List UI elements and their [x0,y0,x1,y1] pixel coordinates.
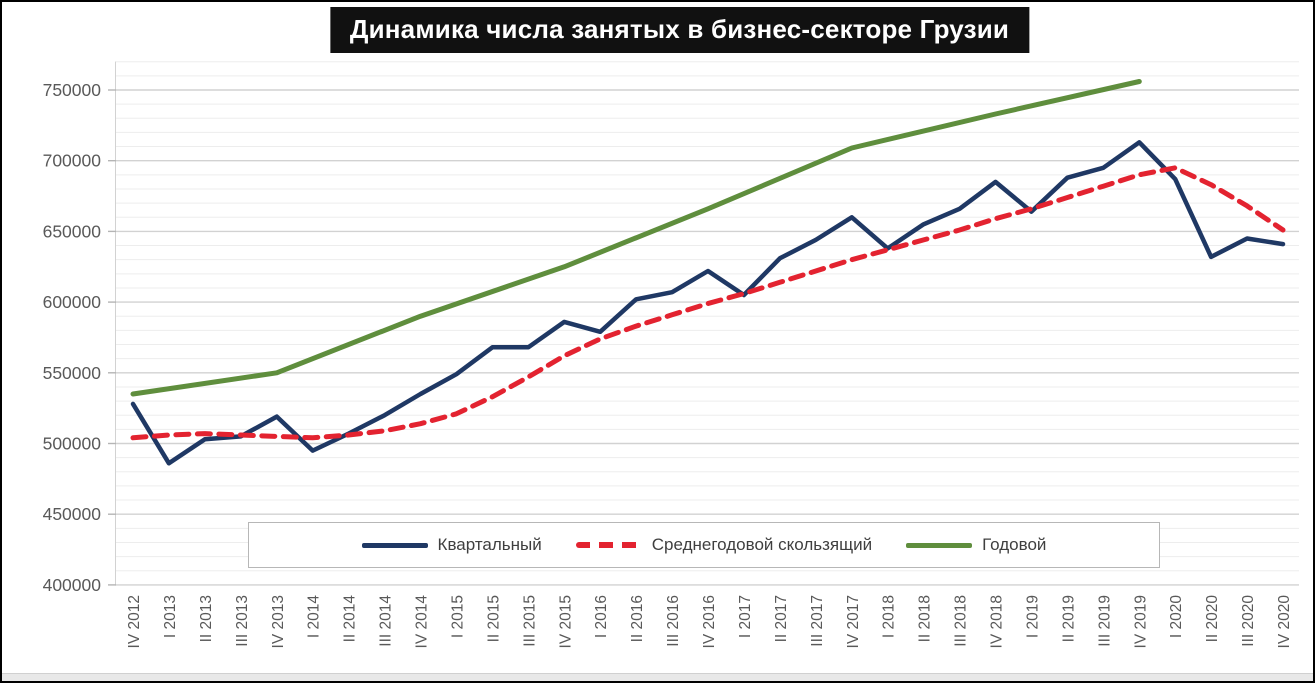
x-axis-tick-label: I 2014 [306,595,323,638]
quarterly-line-swatch-icon [361,542,428,548]
x-axis-tick-label: I 2016 [593,595,610,638]
x-axis-tick-label: IV 2017 [845,595,862,648]
x-axis-tick-label: I 2015 [449,595,466,638]
x-axis-tick-label: IV 2018 [989,595,1006,648]
y-axis-tick-label: 450000 [43,504,102,524]
legend-item-moving-avg: Среднегодовой скользящий [575,535,873,555]
annual-line-swatch-icon [906,542,973,548]
x-axis-tick-label: II 2017 [773,595,790,642]
x-axis-tick-label: II 2020 [1204,595,1221,643]
x-axis-tick-label: III 2018 [953,595,970,647]
x-axis-tick-label: IV 2012 [126,595,143,648]
chart-legend: Квартальный Среднегодовой скользящий Год… [248,522,1160,568]
x-axis-tick-label: II 2014 [342,595,359,643]
y-axis-tick-label: 550000 [43,363,102,383]
x-axis-tick-label: I 2013 [162,595,179,638]
x-axis-tick-label: II 2018 [917,595,934,642]
moving_avg-series-line [130,165,1286,441]
y-axis-tick-label: 600000 [43,292,102,312]
x-axis-tick-label: IV 2013 [270,595,287,648]
legend-label-quarterly: Квартальный [437,535,542,554]
legend-label-moving-avg: Среднегодовой скользящий [651,535,873,554]
y-axis-tick-label: 650000 [43,221,102,241]
legend-item-annual: Годовой [906,535,1046,555]
x-axis-tick-label: I 2020 [1168,595,1185,638]
x-axis-tick-label: III 2016 [665,595,682,647]
x-axis-tick-label: II 2013 [198,595,215,642]
y-axis-tick-label: 500000 [43,434,102,454]
x-axis-tick-label: I 2018 [881,595,898,638]
x-axis-tick-label: III 2015 [521,595,538,647]
moving-avg-dashed-swatch-icon [575,542,642,548]
y-axis-tick-label: 750000 [43,80,102,100]
x-axis-tick-label: III 2019 [1096,595,1113,647]
x-axis-tick-label: IV 2019 [1132,595,1149,648]
quarterly-series-line [130,140,1286,466]
annual-series-line [130,79,1142,397]
x-axis-tick-label: IV 2014 [414,595,431,649]
y-axis-tick-label: 400000 [43,575,102,595]
bottom-edge-strip [2,673,1313,681]
x-axis-tick-label: II 2016 [629,595,646,642]
x-axis-tick-label: IV 2016 [701,595,718,648]
chart-title: Динамика числа занятых в бизнес-секторе … [329,7,1030,53]
x-axis-tick-label: II 2015 [485,595,502,642]
x-axis-tick-label: III 2014 [378,595,395,647]
legend-label-annual: Годовой [982,535,1047,554]
x-axis-tick-label: I 2017 [737,595,754,638]
x-axis-tick-label: I 2019 [1024,595,1041,638]
x-axis-tick-label: III 2013 [234,595,251,647]
x-axis-tick-label: IV 2015 [557,595,574,648]
x-axis-tick-label: IV 2020 [1276,595,1293,649]
y-axis-tick-label: 700000 [43,151,102,171]
x-axis-tick-label: III 2017 [809,595,826,647]
x-axis-tick-label: II 2019 [1060,595,1077,642]
legend-item-quarterly: Квартальный [361,535,542,555]
x-axis-tick-label: III 2020 [1240,595,1257,647]
